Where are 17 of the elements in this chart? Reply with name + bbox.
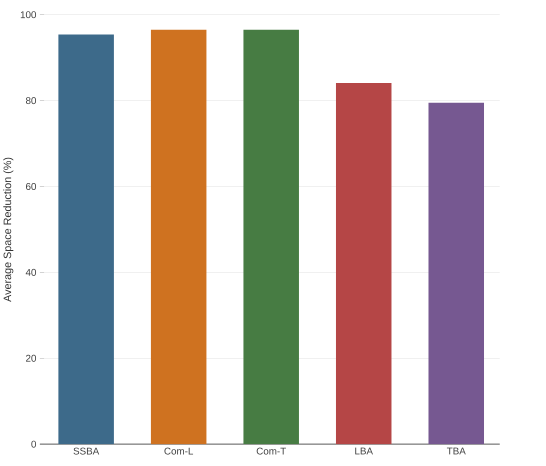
y-tick-label: 60 — [26, 183, 36, 190]
x-tick-label: SSBA — [74, 448, 100, 455]
y-tick-label: 40 — [26, 269, 36, 276]
x-tick-label: Com-L — [164, 448, 194, 455]
x-tick-label: Com-T — [256, 448, 286, 455]
y-tick-label: 20 — [26, 354, 36, 362]
bar — [58, 34, 114, 444]
bar — [336, 83, 392, 444]
x-tick-label: TBA — [446, 448, 466, 454]
y-axis-title: Average Space Reduction (%) — [3, 158, 14, 302]
y-tick-label: 80 — [26, 97, 36, 104]
bar — [428, 102, 484, 444]
x-tick-label: LBA — [355, 448, 373, 454]
bar — [150, 30, 206, 444]
bar — [243, 30, 299, 444]
y-tick-label: 100 — [20, 11, 36, 18]
y-tick-label: 0 — [31, 440, 36, 448]
